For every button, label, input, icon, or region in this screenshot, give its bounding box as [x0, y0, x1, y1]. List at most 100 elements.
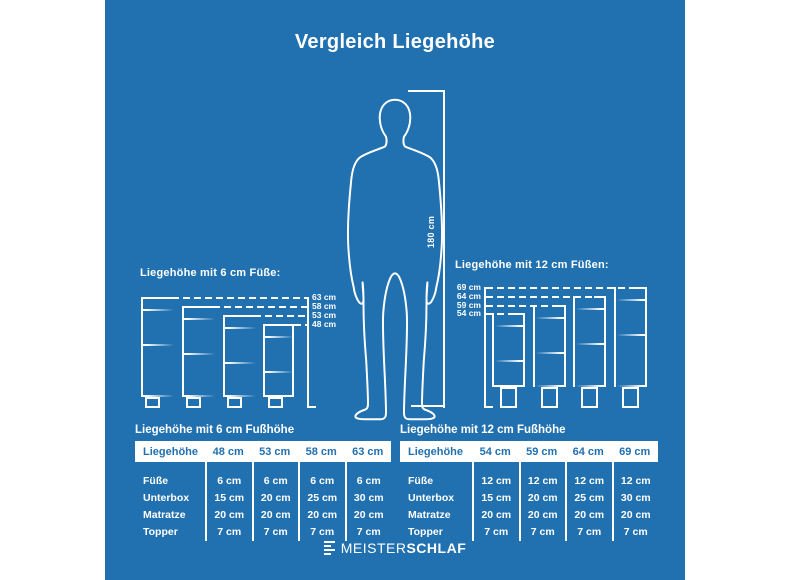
page-title: Vergleich Liegehöhe: [294, 31, 496, 53]
row-label: Unterbox: [408, 491, 455, 504]
table-cell: 20 cm: [518, 506, 566, 523]
table-cell: 6 cm: [251, 462, 299, 489]
bed-left-edge: [263, 324, 265, 397]
bed-foot: [268, 397, 283, 408]
bed-topper-line: [614, 299, 647, 301]
header-cell: 59 cm: [526, 445, 558, 458]
bed-bottom-line: [263, 395, 294, 397]
table-cell: 7 cm: [298, 523, 345, 541]
brand-name-suffix: SCHLAF: [406, 540, 467, 556]
blue-board: Vergleich Liegehöhe 180 cm Liegehöhe mit…: [105, 0, 685, 580]
measure-vertical-line: [443, 90, 445, 408]
header-cell: Liegehöhe: [408, 445, 464, 458]
table-12cm: Liegehöhe mit 12 cm Fußhöhe Liegehöhe 54…: [400, 424, 658, 541]
header-cell: 63 cm: [352, 445, 384, 458]
measure-top-tick: [408, 90, 445, 92]
leader-dash-63: [172, 297, 307, 299]
row-label: Unterbox: [143, 491, 190, 504]
table-cell: 20 cm: [205, 506, 252, 523]
leader-dash-58: [213, 306, 307, 308]
table-12cm-header-row: Liegehöhe 54 cm 59 cm 64 cm 69 cm: [400, 441, 658, 462]
bed-bottom-line: [533, 385, 566, 387]
bed-topper-line: [263, 336, 296, 338]
right-mark-64: 64 cm: [456, 291, 481, 301]
bed-bottom-line: [182, 395, 218, 397]
table-cell: 6 cm: [205, 462, 252, 489]
table-6cm-body: Füße 6 cm 6 cm 6 cm 6 cm Unterbox 15 cm …: [135, 462, 391, 541]
table-cell: 25 cm: [298, 489, 345, 506]
header-cell: Liegehöhe: [143, 445, 199, 458]
bed-mattress-line: [141, 344, 177, 346]
table-cell: 20 cm: [298, 506, 345, 523]
table-cell: 12 cm: [611, 462, 659, 489]
header-cell: 53 cm: [259, 445, 291, 458]
table-12cm-body: Füße 12 cm 12 cm 12 cm 12 cm Unterbox 15…: [400, 462, 658, 541]
bed-left-edge: [614, 287, 616, 387]
person-height-label: 180 cm: [426, 215, 436, 249]
bed-top-edge: [635, 287, 647, 289]
bed-mattress-line: [573, 343, 606, 345]
table-cell: 25 cm: [565, 489, 612, 506]
person-silhouette: [332, 84, 458, 434]
bed-right-edge: [292, 324, 294, 397]
bed-mattress-line: [223, 362, 259, 364]
right-bracket-line: [484, 287, 486, 408]
bed-left-edge: [223, 315, 225, 397]
bed-top-edge: [554, 305, 566, 307]
bed-mattress-line: [614, 334, 647, 336]
table-cell: 15 cm: [472, 489, 519, 506]
bed-mattress-line: [263, 371, 296, 373]
left-mark-63: 63 cm: [312, 292, 337, 302]
row-label: Topper: [408, 526, 443, 538]
bed-topper-line: [182, 318, 218, 320]
brand-name-prefix: MEISTER: [340, 540, 407, 556]
leader-dash-64: [486, 296, 594, 298]
bed-foot: [145, 397, 160, 408]
table-cell: 20 cm: [251, 489, 299, 506]
leader-dash-53: [254, 315, 307, 317]
bed-mattress-line: [182, 353, 218, 355]
table-cell: 20 cm: [472, 506, 519, 523]
table-cell: 7 cm: [565, 523, 612, 541]
table-cell: 7 cm: [611, 523, 659, 541]
right-mark-59: 59 cm: [456, 300, 481, 310]
bed-bottom-line: [492, 385, 525, 387]
table-12cm-title: Liegehöhe mit 12 cm Fußhöhe: [400, 424, 566, 436]
left-mark-58: 58 cm: [312, 301, 337, 311]
table-cell: 7 cm: [472, 523, 519, 541]
bed-bottom-line: [223, 395, 259, 397]
table-cell: 7 cm: [518, 523, 566, 541]
brand-logo-text: MEISTERSCHLAF: [341, 540, 467, 556]
leader-dash-69: [486, 287, 635, 289]
person-outline-path: [346, 98, 444, 421]
bed-left-edge: [492, 313, 494, 387]
bed-right-edge: [523, 313, 525, 387]
leader-dash-59: [486, 305, 554, 307]
row-label: Füße: [143, 475, 169, 487]
header-cell: 58 cm: [305, 445, 337, 458]
table-cell: 12 cm: [518, 462, 566, 489]
right-mark-69: 69 cm: [456, 282, 481, 292]
left-mark-48: 48 cm: [312, 319, 337, 329]
header-cell: 64 cm: [572, 445, 604, 458]
bed-topper-line: [573, 308, 606, 310]
mattress-layers-icon: [323, 540, 335, 556]
bed-top-edge: [594, 296, 606, 298]
left-mark-53: 53 cm: [312, 310, 337, 320]
table-cell: 6 cm: [298, 462, 345, 489]
bed-left-edge: [141, 297, 143, 397]
right-mark-54: 54 cm: [456, 308, 481, 318]
bed-foot: [186, 397, 201, 408]
bed-top-edge: [513, 313, 525, 315]
table-6cm-header-row: Liegehöhe 48 cm 53 cm 58 cm 63 cm: [135, 441, 391, 462]
table-cell: 20 cm: [251, 506, 299, 523]
left-bracket-tick: [307, 406, 316, 408]
bed-bottom-line: [614, 385, 647, 387]
table-6cm-title: Liegehöhe mit 6 cm Fußhöhe: [135, 424, 295, 436]
bed-left-edge: [533, 305, 535, 387]
header-cell: 48 cm: [212, 445, 244, 458]
row-label: Matratze: [408, 508, 451, 521]
right-bracket-tick: [484, 406, 493, 408]
table-cell: 20 cm: [344, 506, 392, 523]
